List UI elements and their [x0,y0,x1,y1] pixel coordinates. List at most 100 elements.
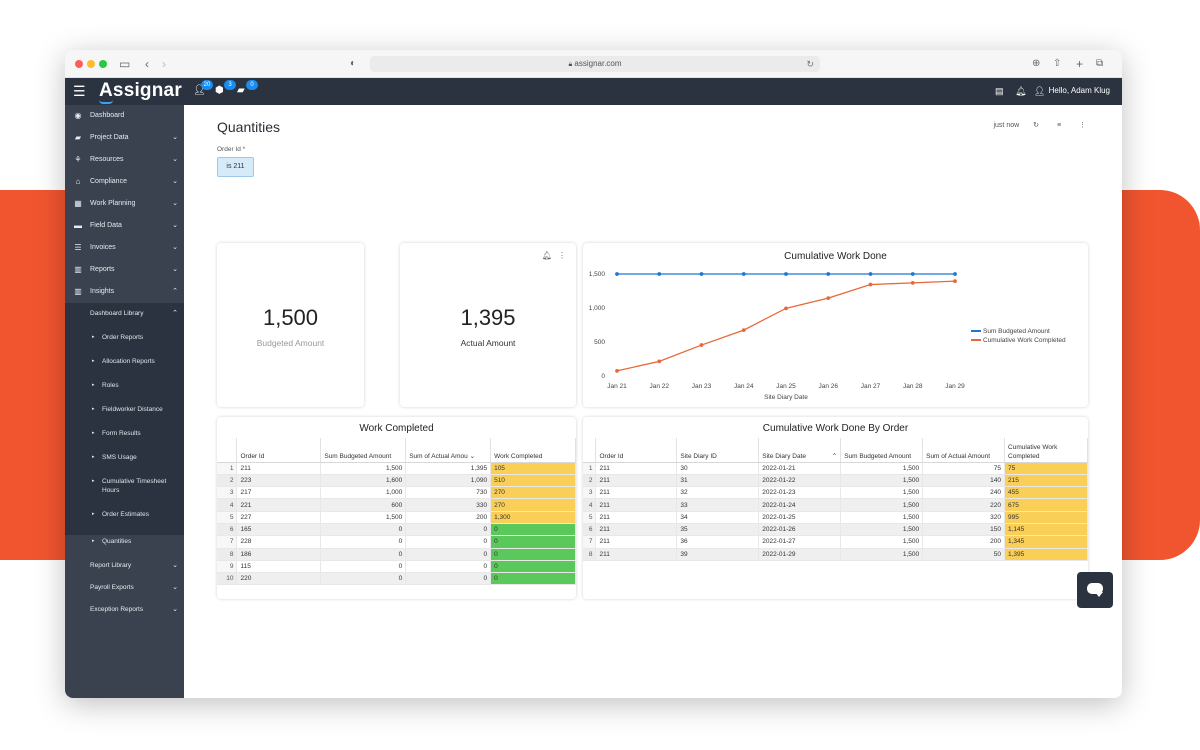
table-cell: 228 [236,535,322,549]
table-cell: 0 [490,535,576,549]
table-row[interactable]: 1 211 1,500 1,395 105 [217,462,576,475]
table-row[interactable]: 7 228 0 0 0 [217,535,576,549]
sidebar-item-field-data[interactable]: ▬ Field Data ⌄ [65,215,184,237]
sidebar-item-resources[interactable]: ⚘ Resources ⌄ [65,149,184,171]
column-header-work-completed[interactable]: Work Completed [490,438,576,463]
back-icon[interactable]: ‹ [145,57,149,71]
row-index: 4 [217,498,238,512]
table-cell: 211 [595,486,678,500]
table-row[interactable]: 10 220 0 0 0 [217,572,576,586]
sidebar-item-reports[interactable]: ▥ Reports ⌄ [65,259,184,281]
filter-icon[interactable]: ≡ [1056,122,1062,129]
data-point [741,328,746,332]
data-point [826,272,831,276]
hamburger-menu-icon[interactable]: ☰ [73,83,86,99]
table-row[interactable]: 6 165 0 0 0 [217,523,576,537]
budgeted-amount-card: 1,500 Budgeted Amount [217,243,364,407]
shield-icon[interactable]: ◐ [350,58,357,69]
table-row[interactable]: 3 217 1,000 730 270 [217,486,576,500]
card-menu-icon[interactable]: ⋮ [558,251,566,260]
column-header-cumulative-completed[interactable]: Cumulative Work Completed [1004,438,1088,463]
logo[interactable]: Assignar [99,80,182,101]
new-tab-icon[interactable]: + [1076,57,1084,71]
table-row[interactable]: 9 115 0 0 0 [217,560,576,574]
column-header-site-diary-id[interactable]: Site Diary ID [676,438,760,463]
sidebar-item-invoices[interactable]: ☰ Invoices ⌄ [65,237,184,259]
zoom-window-button[interactable] [99,60,107,68]
refresh-icon[interactable]: ↻ [1033,122,1039,129]
table-row[interactable]: 6 211 35 2022-01-26 1,500 150 1,145 [583,523,1088,537]
chevron-up-icon: ⌃ [172,288,178,295]
table-row[interactable]: 7 211 36 2022-01-27 1,500 200 1,345 [583,535,1088,549]
users-icon[interactable]: 👤︎ [193,85,206,96]
table-row[interactable]: 1 211 30 2022-01-21 1,500 75 75 [583,462,1088,475]
sort-desc-icon[interactable]: ⌄ [469,452,476,460]
list-icon: ☰ [74,243,82,252]
table-cell: 150 [922,523,1006,537]
sidebar-item-label: Resources [90,156,124,163]
table-row[interactable]: 2 223 1,600 1,090 510 [217,474,576,488]
share-icon[interactable]: ⇧ [1053,58,1062,69]
x-tick-label: Jan 25 [776,383,796,390]
forward-icon[interactable]: › [162,57,166,71]
address-bar[interactable]: 🔒︎ assignar.com ↻ [370,56,820,72]
sidebar-item-compliance[interactable]: ⌂ Compliance ⌄ [65,171,184,193]
x-tick-label: Jan 27 [861,383,881,390]
column-header-order-id[interactable]: Order Id [236,438,322,463]
sidebar-item-exception-reports[interactable]: Exception Reports ⌄ [65,599,184,621]
table-cell: 0 [405,572,492,586]
sidebar-item-insights[interactable]: ▥ Insights ⌃ [65,281,184,303]
more-options-icon[interactable]: ⋮ [1079,122,1086,129]
reload-icon[interactable]: ↻ [806,59,814,69]
sidebar-item-label: Exception Reports [90,606,144,613]
alert-bell-icon[interactable]: 🔔︎ [541,251,552,260]
row-index: 3 [217,486,238,500]
users-badge: 20 [201,80,213,90]
close-window-button[interactable] [75,60,83,68]
column-header-sum-budgeted[interactable]: Sum Budgeted Amount [840,438,924,463]
table-row[interactable]: 2 211 31 2022-01-22 1,500 140 215 [583,474,1088,488]
sidebar-toggle-icon[interactable]: ▭ [119,57,131,71]
bullet-icon: ▸ [92,454,95,460]
tabs-overview-icon[interactable]: ⧉ [1096,58,1104,69]
table-row[interactable]: 3 211 32 2022-01-23 1,500 240 455 [583,486,1088,500]
column-header-sum-budgeted[interactable]: Sum Budgeted Amount [320,438,407,463]
table-cell: 75 [1004,462,1088,475]
column-header-order-id[interactable]: Order Id [595,438,678,463]
sidebar-item-work-planning[interactable]: ▦ Work Planning ⌄ [65,193,184,215]
table-row[interactable]: 8 211 39 2022-01-29 1,500 50 1,395 [583,548,1088,561]
table-row[interactable]: 5 227 1,500 200 1,300 [217,511,576,524]
sidebar-item-report-library[interactable]: Report Library ⌄ [65,555,184,577]
column-header-sum-actual[interactable]: Sum of Actual Amou ⌄ [405,438,492,463]
table-cell: 220 [922,498,1006,512]
user-avatar-icon[interactable]: 👤︎ [1034,86,1046,96]
legend-item-completed[interactable]: Cumulative Work Completed [971,337,1066,344]
cumulative-by-order-table-card: Cumulative Work Done By Order Order Id S… [583,417,1088,599]
table-row[interactable]: 4 221 600 330 270 [217,498,576,512]
order-id-filter-chip[interactable]: is 211 [217,157,254,177]
legend-item-budgeted[interactable]: Sum Budgeted Amount [971,328,1050,335]
table-row[interactable]: 4 211 33 2022-01-24 1,500 220 675 [583,498,1088,512]
chevron-down-icon: ⌄ [172,244,178,251]
sidebar-item-dashboard[interactable]: ◉ Dashboard [65,105,184,127]
user-greeting[interactable]: Hello, Adam Klug [1048,86,1110,95]
table-cell: 2022-01-24 [758,498,842,512]
column-header-sum-actual[interactable]: Sum of Actual Amount [922,438,1006,463]
table-row[interactable]: 5 211 34 2022-01-25 1,500 320 995 [583,511,1088,524]
sidebar-item-dashboard-library[interactable]: Dashboard Library ⌃ [65,303,184,325]
notification-bell-icon[interactable]: 🔔︎ [1015,86,1027,96]
sidebar-item-payroll-exports[interactable]: Payroll Exports ⌄ [65,577,184,599]
bullet-icon: ▸ [92,358,95,364]
data-point [953,279,957,284]
sort-asc-icon[interactable]: ⌃ [831,452,838,460]
row-index: 7 [583,535,597,549]
download-icon[interactable]: ⊕ [1032,58,1041,69]
minimize-window-button[interactable] [87,60,95,68]
table-row[interactable]: 8 186 0 0 0 [217,548,576,561]
column-header-site-diary-date[interactable]: Site Diary Date ⌃ [758,438,842,463]
sidebar-item-project-data[interactable]: ▰ Project Data ⌄ [65,127,184,149]
chat-icon[interactable]: ▤ [995,86,1004,96]
briefcase-icon[interactable]: ▰ [237,85,245,96]
support-chat-button[interactable] [1077,572,1113,608]
tasks-icon[interactable]: ⬢ [215,85,224,96]
